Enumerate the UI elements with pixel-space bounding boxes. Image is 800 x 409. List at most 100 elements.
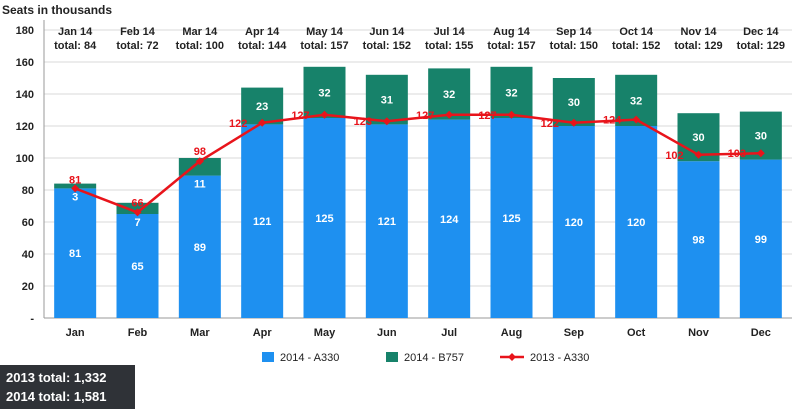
bar-a330-2014 (178, 175, 221, 318)
line-marker (632, 115, 641, 124)
data-label-b757: 7 (134, 217, 140, 229)
gridlines (43, 20, 792, 319)
x-tick-label: Jun (377, 327, 397, 339)
month-label: Oct 14 (619, 26, 654, 38)
data-label-a330: 99 (755, 234, 767, 246)
bar-b757-2014 (552, 78, 595, 126)
data-label-a330: 81 (69, 248, 81, 260)
month-label: Apr 14 (245, 26, 280, 38)
total-label: total: 84 (54, 40, 97, 52)
month-label: Jul 14 (434, 26, 466, 38)
line-marker (195, 157, 204, 166)
bar-b757-2014 (490, 66, 533, 118)
month-label: Jun 14 (369, 26, 405, 38)
bar-a330-2014 (739, 159, 782, 318)
x-tick-label: May (314, 327, 336, 339)
data-label-b757: 31 (381, 95, 393, 107)
total-label: total: 157 (300, 40, 348, 52)
data-label-b757: 23 (256, 101, 268, 113)
month-label: Mar 14 (182, 26, 218, 38)
bar-b757-2014 (303, 66, 346, 118)
line-marker (71, 184, 80, 193)
line-data-label: 122 (229, 118, 247, 130)
data-label-a330: 98 (692, 235, 704, 247)
line-marker (694, 150, 703, 159)
x-tick-label: Dec (751, 327, 771, 339)
legend-label-a330-2014: 2014 - A330 (280, 352, 339, 364)
y-tick-label: 80 (22, 185, 34, 197)
data-label-b757: 30 (755, 131, 767, 143)
legend: 2014 - A330 2014 - B757 2013 - A330 (262, 352, 589, 364)
line-data-label: 102 (665, 150, 683, 162)
line-data-label: 123 (354, 116, 372, 128)
bars: 81 3 65 7 89 11 121 23 125 32 121 31 124 32 125 32 120 30… (54, 66, 782, 319)
line-marker (382, 117, 391, 126)
line-marker (569, 118, 578, 127)
total-label: total: 100 (176, 40, 224, 52)
bar-b757-2014 (365, 74, 408, 125)
bar-a330-2014 (677, 161, 720, 318)
line-marker (320, 110, 329, 119)
bar-a330-2014 (490, 118, 533, 318)
x-axis-ticks: Jan Feb Mar Apr May Jun Jul Aug Sep Oct Nov Dec (66, 327, 771, 339)
y-tick-label: 20 (22, 281, 34, 293)
line-series: 81 66 98 122 127 123 127 127 122 124 102 103 (69, 110, 765, 217)
total-label: total: 155 (425, 40, 473, 52)
line-data-label: 127 (478, 110, 496, 122)
x-tick-label: Feb (128, 327, 148, 339)
data-label-a330: 124 (440, 214, 459, 226)
line-data-label: 127 (416, 110, 434, 122)
data-label-a330: 125 (315, 213, 333, 225)
data-label-b757: 32 (630, 95, 642, 107)
y-tick-label: 100 (16, 153, 34, 165)
month-label: Aug 14 (493, 26, 531, 38)
line-data-label: 66 (131, 197, 143, 209)
bar-a330-2014 (241, 124, 284, 319)
x-tick-label: Sep (564, 327, 584, 339)
legend-swatch-a330-2014 (262, 352, 274, 362)
month-label: May 14 (306, 26, 344, 38)
totals-box: 2013 total: 1,332 2014 total: 1,581 (0, 365, 135, 409)
line-marker (258, 118, 267, 127)
x-tick-label: Apr (253, 327, 273, 339)
total-2013: 2013 total: 1,332 (6, 370, 107, 385)
total-label: total: 129 (737, 40, 785, 52)
month-label: Dec 14 (743, 26, 779, 38)
total-label: total: 72 (116, 40, 158, 52)
data-label-a330: 89 (194, 242, 206, 254)
data-label-a330: 120 (627, 217, 645, 229)
total-2014: 2014 total: 1,581 (6, 389, 107, 404)
x-tick-label: Nov (688, 327, 710, 339)
data-label-a330: 121 (253, 216, 271, 228)
y-tick-label: - (30, 313, 34, 325)
y-tick-label: 160 (16, 57, 34, 69)
bar-a330-2014 (303, 118, 346, 318)
bar-a330-2014 (428, 119, 471, 318)
legend-marker-2013-a330 (508, 353, 516, 361)
y-axis-ticks: - 20 40 60 80 100 120 140 160 180 (16, 25, 35, 325)
bar-a330-2014 (54, 188, 97, 318)
data-label-a330: 121 (378, 216, 396, 228)
total-label: total: 129 (674, 40, 722, 52)
y-tick-label: 180 (16, 25, 34, 37)
x-tick-label: Jul (441, 327, 457, 339)
data-label-b757: 3 (72, 191, 78, 203)
x-tick-label: Aug (501, 327, 522, 339)
total-label: total: 157 (487, 40, 535, 52)
total-label: total: 144 (238, 40, 287, 52)
legend-label-2013-a330: 2013 - A330 (530, 352, 589, 364)
x-tick-label: Oct (627, 327, 646, 339)
data-label-b757: 32 (505, 87, 517, 99)
line-marker (507, 110, 516, 119)
line-2013-a330 (74, 113, 761, 214)
line-data-label: 127 (291, 110, 309, 122)
line-data-label: 122 (541, 118, 559, 130)
legend-swatch-b757-2014 (386, 352, 398, 362)
total-label: total: 152 (612, 40, 660, 52)
line-marker (133, 208, 142, 217)
line-data-label: 103 (728, 148, 746, 160)
y-tick-label: 120 (16, 121, 34, 133)
total-label: total: 150 (550, 40, 598, 52)
data-label-b757: 32 (318, 87, 330, 99)
line-data-label: 124 (603, 115, 622, 127)
